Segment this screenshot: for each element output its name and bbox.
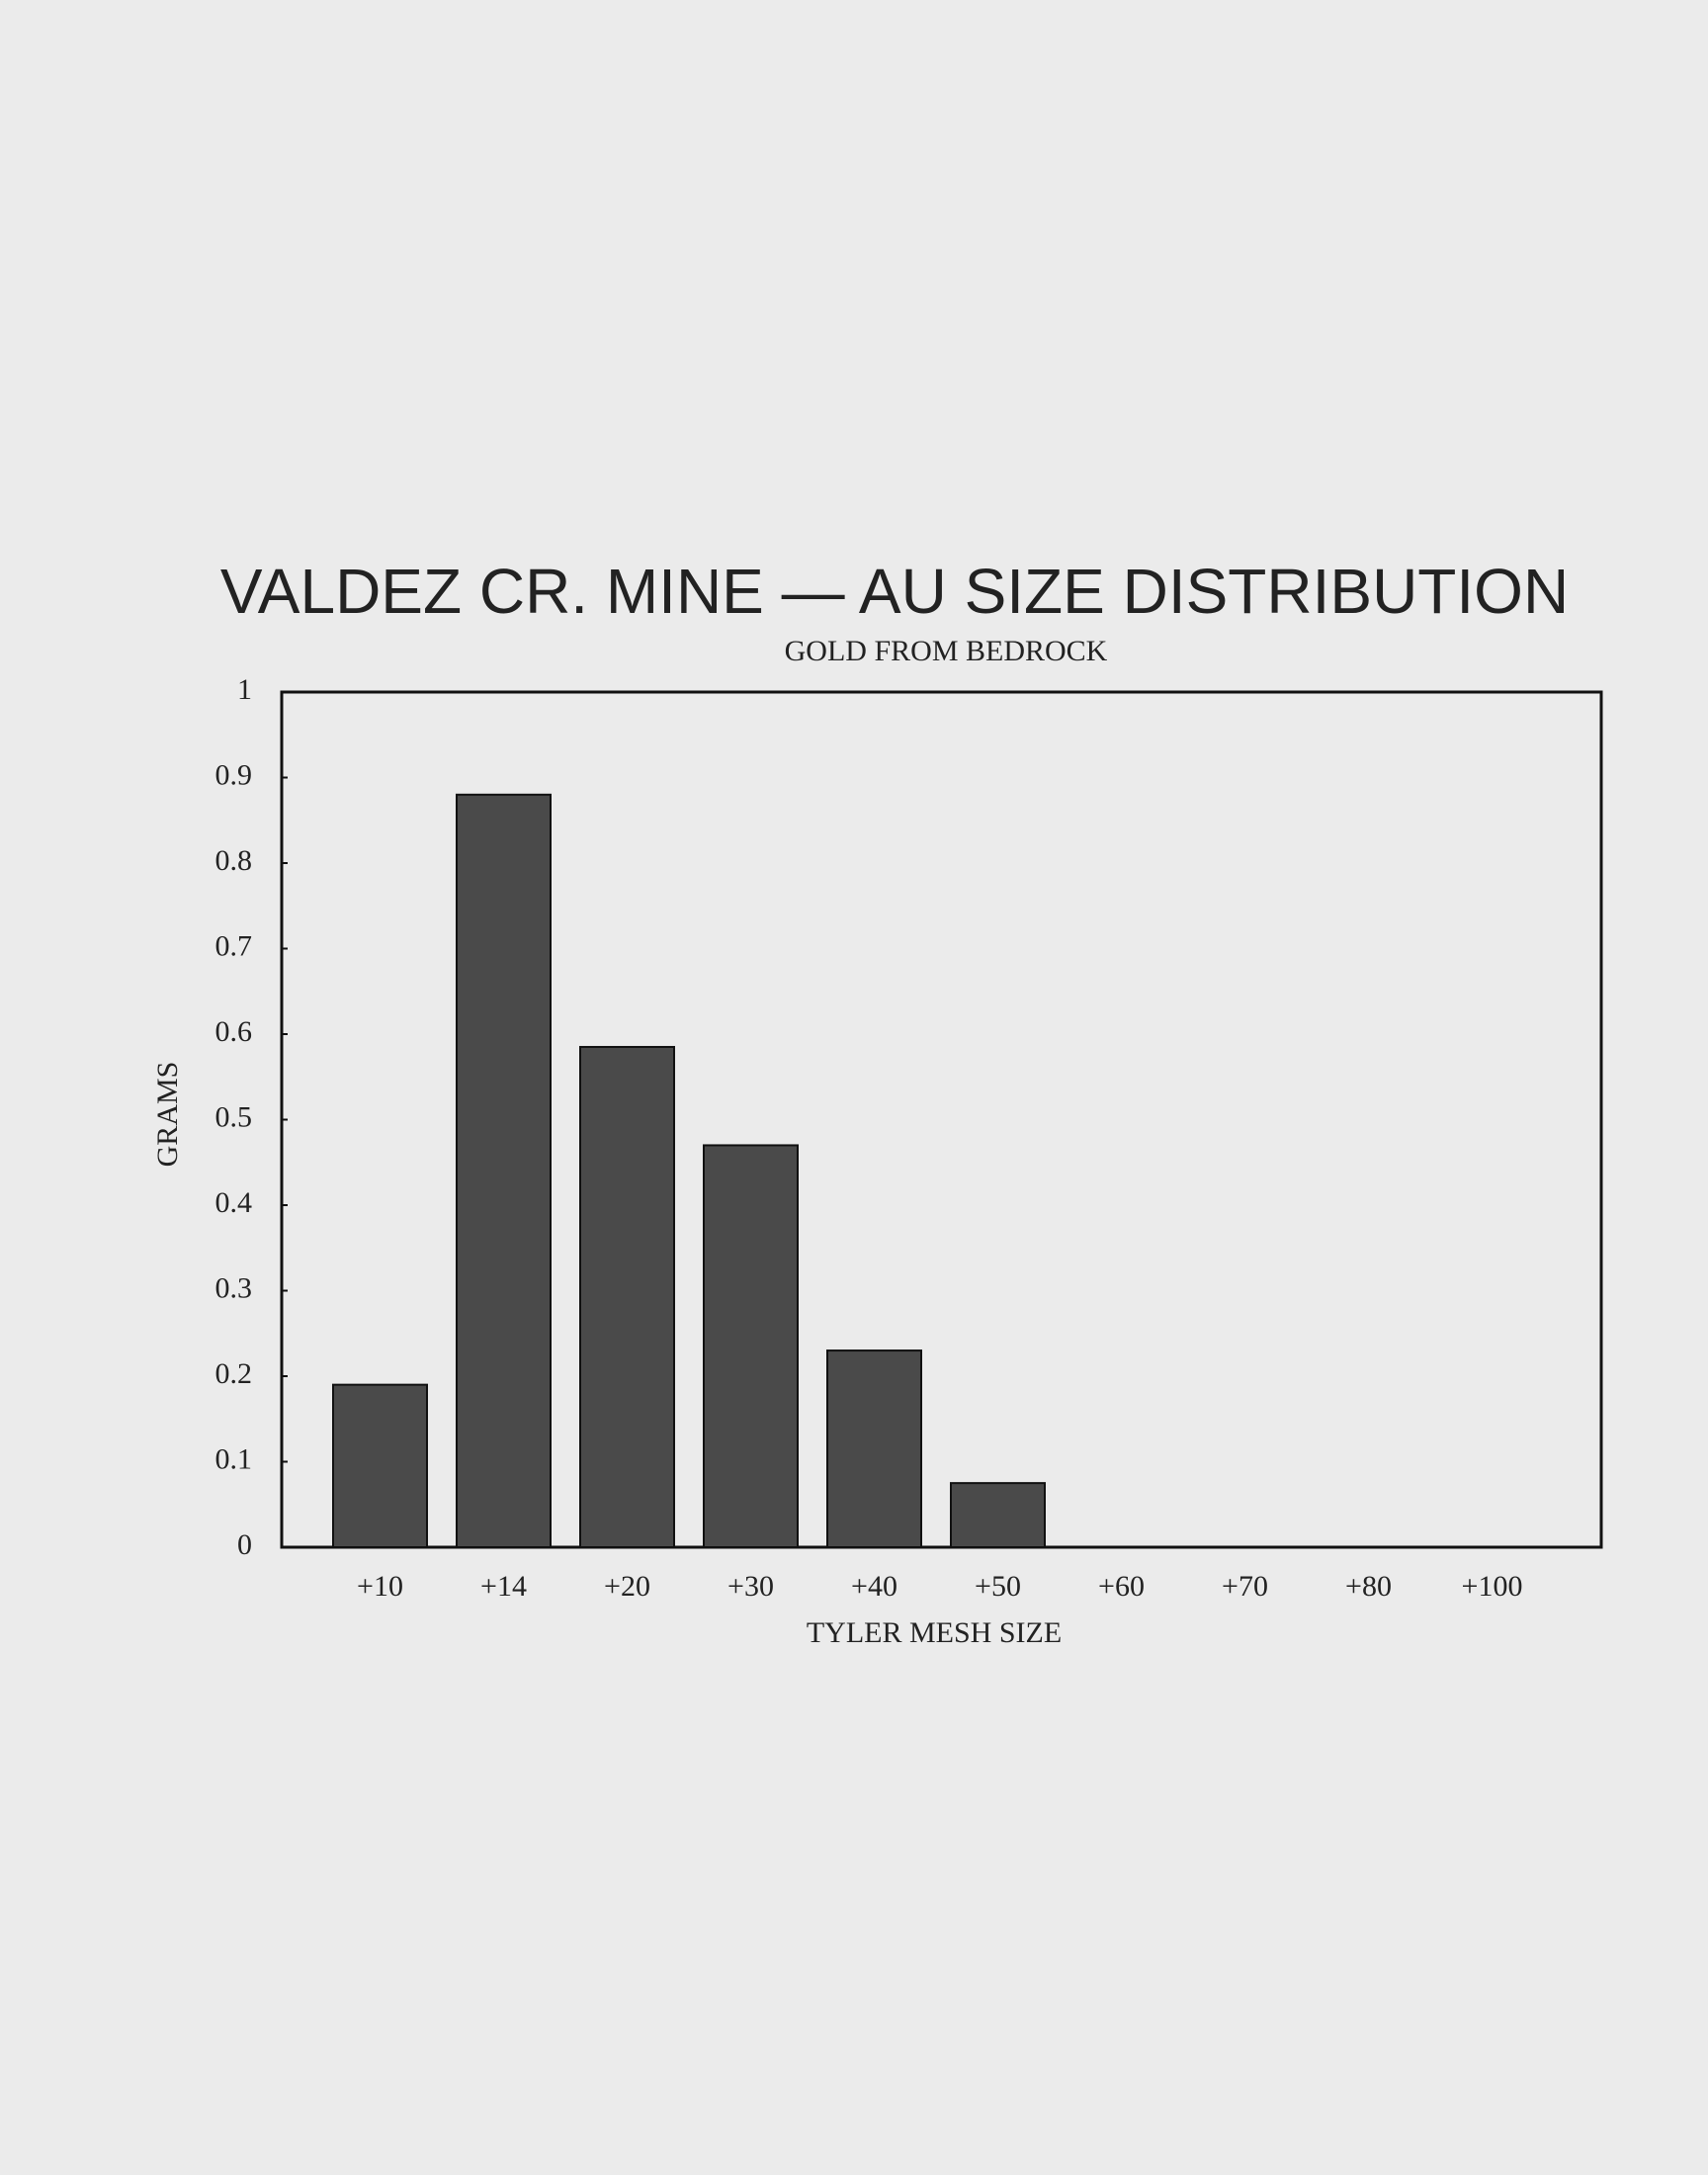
y-tick-label: 0.8: [215, 844, 253, 877]
y-tick-label: 0.2: [215, 1357, 253, 1390]
y-tick-label: 1: [237, 673, 252, 706]
bar: [826, 1349, 922, 1549]
bar: [703, 1144, 799, 1548]
x-tick-label: +14: [480, 1570, 527, 1603]
chart-title: VALDEZ CR. MINE — AU SIZE DISTRIBUTION: [220, 556, 1569, 627]
x-axis-label: TYLER MESH SIZE: [807, 1616, 1062, 1649]
y-tick-label: 0.3: [215, 1271, 253, 1304]
x-tick-label: +40: [851, 1570, 897, 1603]
bar: [579, 1045, 675, 1548]
y-tick-label: 0.6: [215, 1015, 253, 1048]
bar: [456, 793, 552, 1548]
x-tick-label: +100: [1462, 1570, 1523, 1603]
y-axis-label: GRAMS: [151, 1062, 184, 1168]
y-tick-label: 0.5: [215, 1100, 253, 1133]
y-tick-label: 0: [237, 1528, 252, 1561]
bar: [332, 1383, 428, 1549]
y-tick-label: 0.9: [215, 758, 253, 791]
y-tick-label: 0.4: [215, 1186, 253, 1219]
x-tick-label: +60: [1098, 1570, 1145, 1603]
chart-subtitle: GOLD FROM BEDROCK: [785, 635, 1108, 667]
y-tick-label: 0.7: [215, 929, 253, 962]
x-tick-label: +30: [727, 1570, 774, 1603]
x-tick-label: +20: [604, 1570, 650, 1603]
x-tick-label: +50: [975, 1570, 1021, 1603]
x-tick-label: +10: [357, 1570, 403, 1603]
y-tick-label: 0.1: [215, 1442, 253, 1475]
x-tick-label: +70: [1222, 1570, 1268, 1603]
bar: [950, 1482, 1046, 1548]
x-tick-label: +80: [1345, 1570, 1392, 1603]
